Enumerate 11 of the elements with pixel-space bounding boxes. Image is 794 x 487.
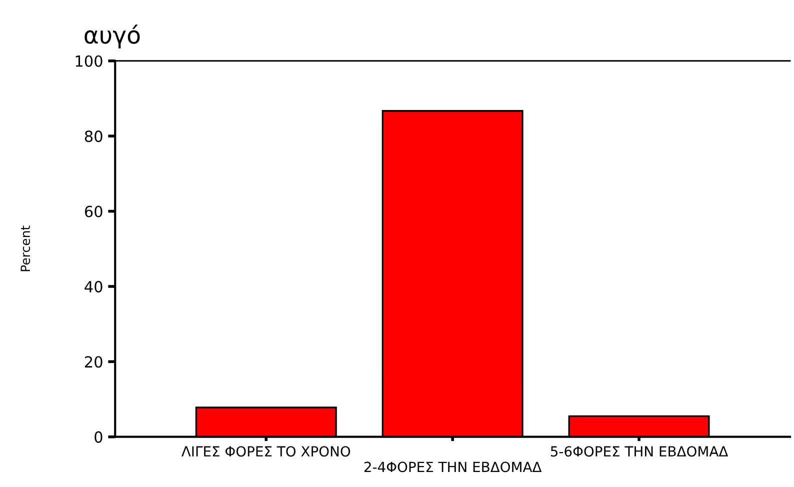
y-tick-label: 80 [84, 130, 102, 142]
y-tick-label: 0 [94, 431, 102, 443]
y-tick-label: 20 [85, 356, 102, 368]
y-axis-title: Percent [20, 226, 30, 272]
x-tick-label: 2-4ΦΟΡΕΣ ΤΗΝ ΕΒΔΟΜΑΔ [364, 462, 542, 472]
y-tick-label: 60 [84, 206, 102, 218]
x-tick-label: 5-6ΦΟΡΕΣ ΤΗΝ ΕΒΔΟΜΑΔ [550, 446, 728, 457]
x-tick-label: ΛΙΓΕΣ ΦΟΡΕΣ ΤΟ ΧΡΟΝΟ [182, 446, 350, 457]
chart-title: αυγό [84, 24, 140, 48]
y-tick-label: 100 [76, 55, 102, 67]
y-tick-label: 40 [84, 280, 102, 292]
